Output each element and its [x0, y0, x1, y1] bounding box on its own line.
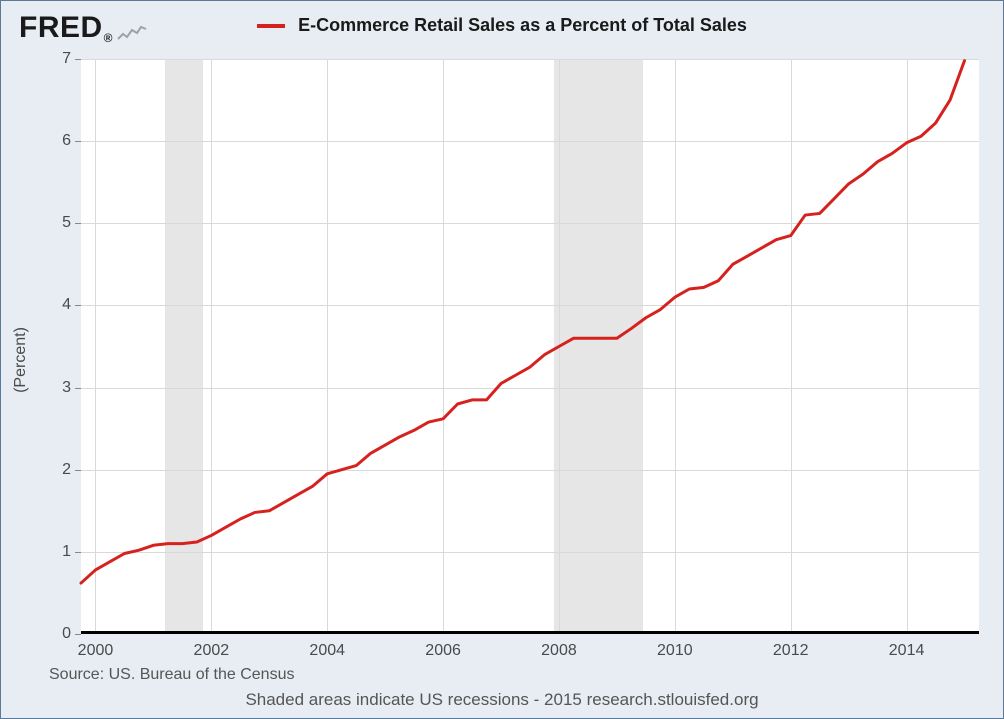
source-text: Source: US. Bureau of the Census [49, 666, 294, 684]
line-svg [81, 59, 979, 634]
legend: E-Commerce Retail Sales as a Percent of … [1, 15, 1003, 36]
y-tick-mark [75, 388, 81, 389]
y-axis-label: (Percent) [12, 327, 30, 393]
y-tick-mark [75, 59, 81, 60]
y-tick-mark [75, 223, 81, 224]
x-tick-label: 2010 [657, 634, 693, 660]
x-tick-label: 2012 [773, 634, 809, 660]
x-tick-label: 2000 [78, 634, 114, 660]
legend-label: E-Commerce Retail Sales as a Percent of … [298, 15, 747, 35]
legend-swatch [257, 24, 285, 28]
x-tick-label: 2008 [541, 634, 577, 660]
x-tick-label: 2006 [425, 634, 461, 660]
x-tick-label: 2004 [309, 634, 345, 660]
y-tick-mark [75, 305, 81, 306]
footnote-text: Shaded areas indicate US recessions - 20… [1, 690, 1003, 710]
data-line [81, 61, 965, 583]
y-tick-mark [75, 141, 81, 142]
x-tick-label: 2014 [889, 634, 925, 660]
plot-area: 0123456720002002200420062008201020122014 [81, 59, 979, 634]
y-tick-mark [75, 470, 81, 471]
chart-frame: FRED ® E-Commerce Retail Sales as a Perc… [0, 0, 1004, 719]
y-tick-mark [75, 552, 81, 553]
x-tick-label: 2002 [194, 634, 230, 660]
